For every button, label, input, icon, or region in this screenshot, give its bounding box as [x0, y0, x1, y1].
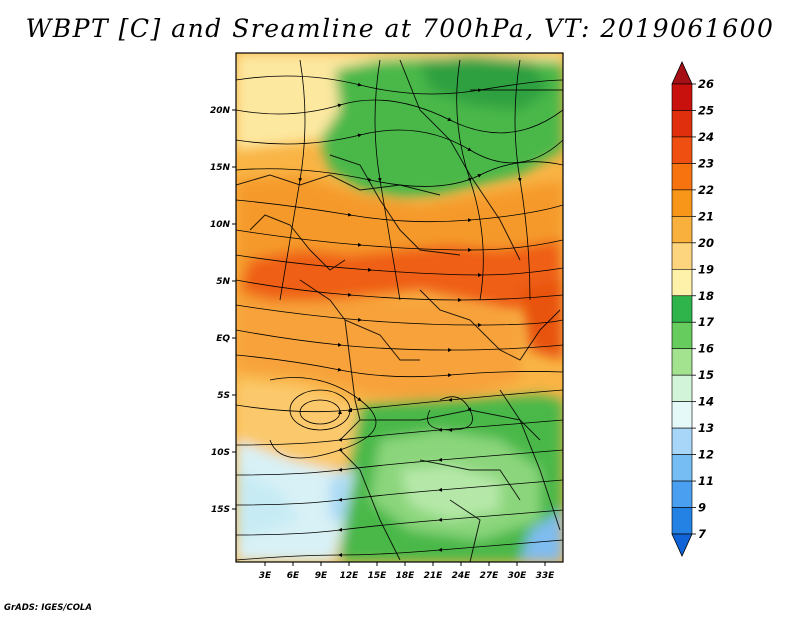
colorbar-segment — [671, 136, 693, 164]
x-tick-label: 27E — [480, 571, 500, 581]
colorbar-segment — [671, 61, 693, 85]
colorbar-labels: 26 25 24 23 22 21 20 19 18 17 16 15 14 13 12 11 9 7 — [692, 77, 714, 541]
y-tick-label: 5N — [216, 277, 230, 287]
x-tick-label: 18E — [396, 571, 416, 581]
colorbar-label: 26 — [698, 77, 714, 91]
colorbar-label: 9 — [698, 501, 706, 515]
x-tick-label: 15E — [368, 571, 388, 581]
colorbar-segment — [671, 216, 693, 244]
colorbar-label: 19 — [698, 262, 714, 276]
colorbar-label: 12 — [698, 448, 714, 462]
y-tick-label: 15N — [210, 163, 231, 173]
colorbar-label: 21 — [698, 209, 714, 223]
x-tick-label: 12E — [340, 571, 360, 581]
colorbar-label: 20 — [698, 236, 714, 250]
colorbar-label: 15 — [698, 368, 714, 382]
x-tick-label: 24E — [452, 571, 472, 581]
colorbar-segment — [671, 321, 693, 350]
colorbar-label: 23 — [698, 156, 714, 170]
colorbar-segment — [671, 507, 693, 535]
colorbar-label: 18 — [698, 289, 714, 303]
colorbar-label: 25 — [698, 103, 714, 117]
x-axis: 3E 6E 9E 12E 15E 18E 21E 24E 27E 30E 33E — [259, 562, 555, 581]
y-tick-label: 15S — [211, 505, 230, 515]
colorbar-segment — [671, 454, 693, 482]
x-tick-label: 30E — [508, 571, 528, 581]
x-tick-label: 33E — [536, 571, 556, 581]
y-axis: 20N 15N 10N 5N EQ 5S 10S 15S — [210, 106, 236, 515]
colorbar-segment — [671, 110, 693, 138]
colorbar-segment — [671, 348, 693, 376]
colorbar-segment — [671, 480, 693, 508]
colorbar-label: 11 — [698, 474, 714, 488]
colorbar-segments — [671, 61, 693, 557]
colorbar-label: 16 — [698, 342, 714, 356]
colorbar-label: 7 — [698, 527, 706, 541]
colorbar-segment — [671, 83, 693, 111]
y-tick-label: 10S — [211, 448, 230, 458]
colorbar-label: 14 — [698, 395, 714, 409]
x-tick-label: 9E — [315, 571, 328, 581]
colorbar-label: 17 — [698, 315, 714, 329]
x-tick-label: 3E — [259, 571, 272, 581]
colorbar-label: 13 — [698, 421, 714, 435]
x-tick-label: 6E — [287, 571, 300, 581]
colorbar-segment — [671, 401, 693, 429]
y-tick-label: 5S — [217, 391, 230, 401]
colorbar: 26 25 24 23 22 21 20 19 18 17 16 15 14 13 12 11 9 7 — [671, 61, 714, 557]
plot-frame — [235, 52, 564, 563]
y-tick-label: EQ — [216, 334, 230, 344]
y-tick-label: 20N — [210, 106, 231, 116]
colorbar-segment — [671, 268, 693, 297]
colorbar-segment — [671, 533, 693, 557]
colorbar-label: 22 — [698, 183, 714, 197]
colorbar-segment — [671, 242, 693, 270]
colorbar-label: 24 — [698, 130, 714, 144]
map-title: WBPT [C] and Sreamline at 700hPa, VT: 20… — [25, 14, 775, 43]
x-tick-label: 21E — [424, 571, 444, 581]
colorbar-segment — [671, 374, 693, 402]
grads-credit: GrADS: IGES/COLA — [4, 603, 92, 613]
colorbar-segment — [671, 295, 693, 323]
colorbar-segment — [671, 163, 693, 191]
colorbar-segment — [671, 427, 693, 455]
y-tick-label: 10N — [210, 220, 231, 230]
colorbar-segment — [671, 189, 693, 217]
wbpt-field — [236, 53, 563, 562]
